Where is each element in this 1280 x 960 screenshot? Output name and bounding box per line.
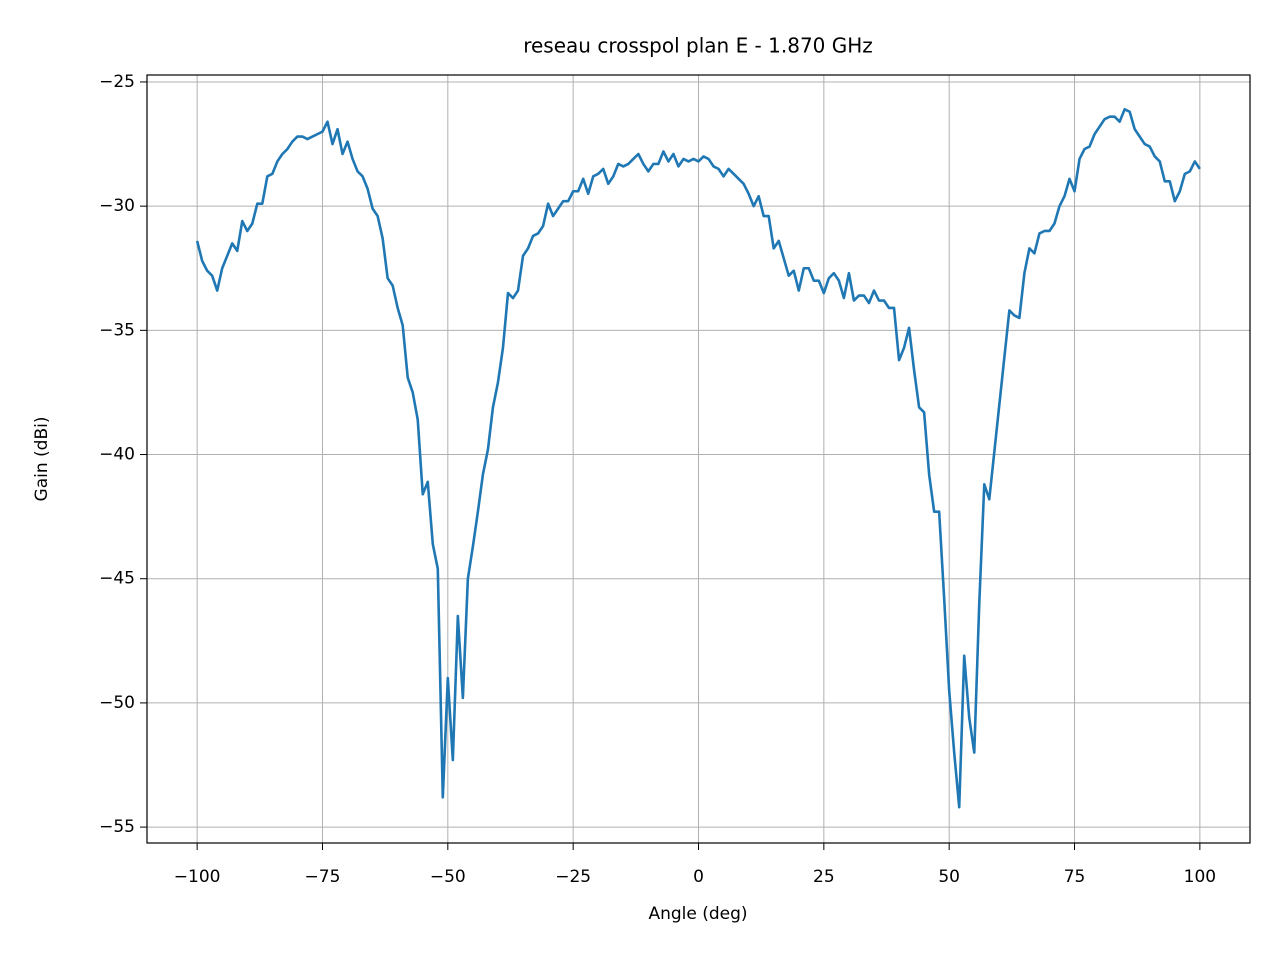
plot-frame — [146, 74, 1251, 844]
data-line — [195, 107, 1201, 809]
x-tick-label: 25 — [813, 867, 835, 887]
chart-title: reseau crosspol plan E - 1.870 GHz — [523, 34, 873, 58]
x-tick-label: 50 — [938, 867, 960, 887]
x-axis-label: Angle (deg) — [648, 904, 747, 924]
x-tick-label: 75 — [1064, 867, 1086, 887]
x-tick-label: −25 — [555, 867, 591, 887]
y-tick-label: −50 — [99, 693, 135, 713]
y-axis-label: Gain (dBi) — [32, 417, 52, 502]
y-tick-label: −25 — [99, 72, 135, 92]
x-tick-label: −75 — [305, 867, 341, 887]
y-tick-label: −35 — [99, 320, 135, 340]
y-tick-label: −45 — [99, 569, 135, 589]
x-tick-label: 100 — [1184, 867, 1216, 887]
x-tick-label: 0 — [693, 867, 704, 887]
x-tick-label: −50 — [430, 867, 466, 887]
y-tick-label: −55 — [99, 817, 135, 837]
x-tick-label: −100 — [174, 867, 221, 887]
y-tick-label: −40 — [99, 445, 135, 465]
y-tick-label: −30 — [99, 196, 135, 216]
